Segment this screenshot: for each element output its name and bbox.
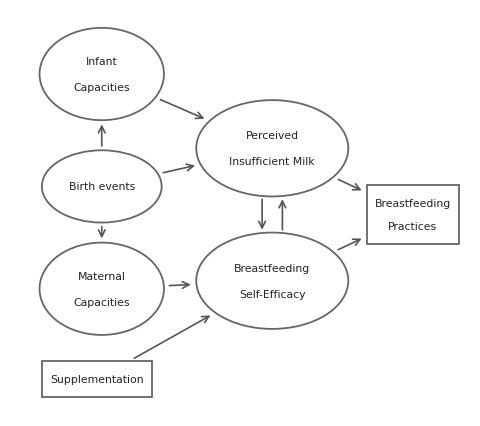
Text: Infant

Capacities: Infant Capacities xyxy=(73,57,130,93)
Ellipse shape xyxy=(42,151,162,223)
FancyBboxPatch shape xyxy=(42,361,153,397)
Text: Supplementation: Supplementation xyxy=(50,374,144,384)
Text: Breastfeeding

Self-Efficacy: Breastfeeding Self-Efficacy xyxy=(234,263,311,299)
FancyBboxPatch shape xyxy=(367,186,459,244)
Text: Breastfeeding

Practices: Breastfeeding Practices xyxy=(375,199,451,232)
Ellipse shape xyxy=(39,243,164,335)
Ellipse shape xyxy=(196,233,348,329)
Text: Perceived

Insufficient Milk: Perceived Insufficient Milk xyxy=(229,131,315,167)
Ellipse shape xyxy=(196,101,348,197)
Ellipse shape xyxy=(39,29,164,121)
Text: Maternal

Capacities: Maternal Capacities xyxy=(73,271,130,307)
Text: Birth events: Birth events xyxy=(69,182,135,192)
